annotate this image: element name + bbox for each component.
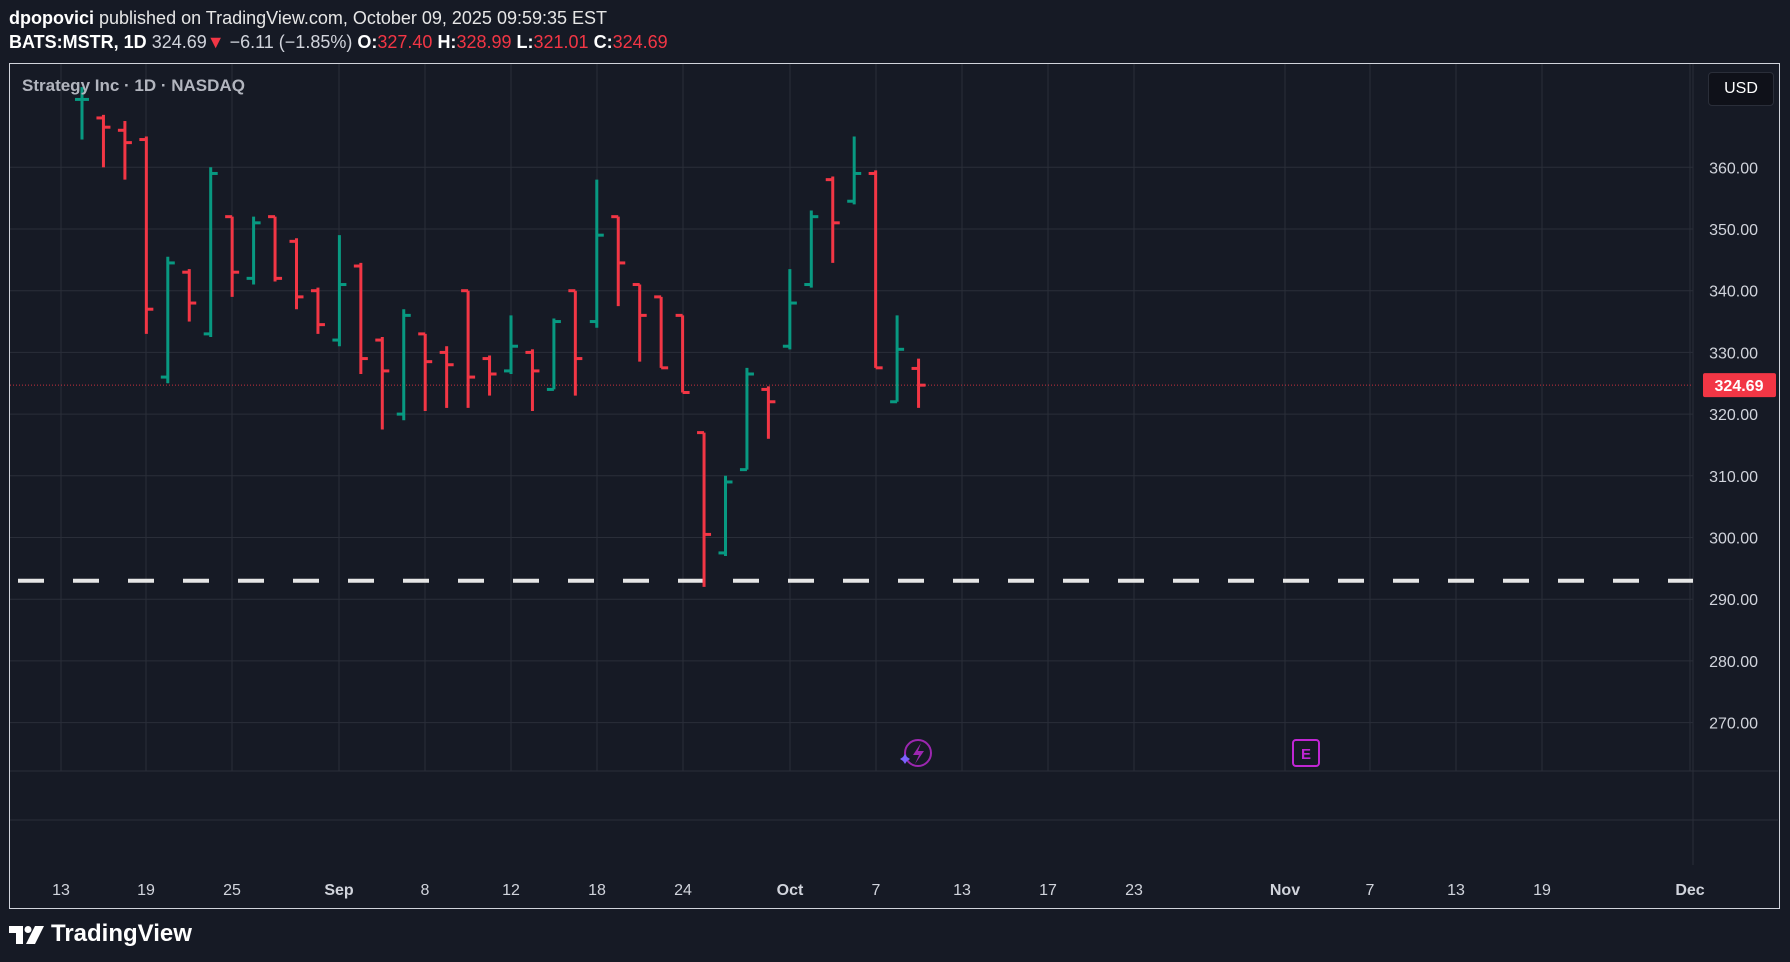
y-tick-label: 270.00 (1709, 716, 1758, 733)
currency-button[interactable]: USD (1708, 72, 1774, 106)
ohlc-bar[interactable] (353, 262, 368, 374)
ohlc-bar[interactable] (182, 269, 197, 322)
ohlc-row: BATS:MSTR, 1D 324.69▼ −6.11 (−1.85%) O:3… (9, 30, 668, 54)
author-name[interactable]: dpopovici (9, 8, 94, 28)
high-label: H: (437, 32, 457, 52)
ohlc-bar[interactable] (911, 358, 926, 408)
ohlc-bar[interactable] (804, 210, 819, 288)
open-label: O: (357, 32, 378, 52)
open-value: 327.40 (377, 32, 433, 52)
published-text: published on TradingView.com, October 09… (99, 8, 608, 28)
ohlc-bar[interactable] (139, 136, 154, 334)
x-tick-label: 24 (674, 882, 692, 899)
x-tick-label: 18 (588, 882, 606, 899)
x-tick-label: Oct (777, 882, 804, 899)
close-value: 324.69 (612, 32, 668, 52)
x-tick-label: 13 (52, 882, 70, 899)
publisher-row: dpopovici published on TradingView.com, … (9, 6, 668, 30)
ohlc-bar[interactable] (310, 287, 325, 334)
x-tick-label: 7 (1366, 882, 1375, 899)
ohlc-bar[interactable] (739, 367, 754, 472)
y-tick-label: 350.00 (1709, 222, 1758, 239)
y-tick-label: 360.00 (1709, 160, 1758, 177)
last-price-tag (1703, 373, 1776, 398)
ohlc-bar[interactable] (268, 215, 283, 282)
ohlc-bar[interactable] (825, 176, 840, 263)
x-tick-label: 23 (1125, 882, 1143, 899)
ohlc-bar[interactable] (160, 256, 175, 384)
x-tick-label: 8 (421, 882, 430, 899)
y-tick-label: 320.00 (1709, 407, 1758, 424)
down-arrow-icon: ▼ (206, 32, 225, 52)
x-tick-label: Nov (1270, 882, 1300, 899)
x-tick-label: 25 (223, 882, 241, 899)
ohlc-bar[interactable] (868, 170, 883, 370)
tradingview-logo[interactable]: TradingView (9, 920, 192, 948)
x-tick-label: 19 (1533, 882, 1551, 899)
x-tick-label: 17 (1039, 882, 1057, 899)
ohlc-bar[interactable] (96, 114, 111, 168)
y-tick-label: 310.00 (1709, 469, 1758, 486)
x-tick-label: 19 (137, 882, 155, 899)
ohlc-bar[interactable] (396, 309, 411, 421)
ohlc-bar[interactable] (697, 431, 712, 587)
y-tick-label: 300.00 (1709, 531, 1758, 548)
ohlc-bar[interactable] (289, 238, 304, 310)
ohlc-bar[interactable] (782, 269, 797, 350)
x-tick-label: 13 (953, 882, 971, 899)
ohlc-series (75, 87, 926, 587)
chart-frame[interactable] (9, 63, 1780, 909)
x-tick-label: 12 (502, 882, 520, 899)
y-tick-label: 290.00 (1709, 592, 1758, 609)
low-value: 321.01 (533, 32, 589, 52)
ohlc-bar[interactable] (332, 235, 347, 347)
y-tick-label: 340.00 (1709, 284, 1758, 301)
ohlc-bar[interactable] (890, 315, 905, 404)
ohlc-bar[interactable] (482, 355, 497, 396)
ohlc-bar[interactable] (847, 136, 862, 205)
last-price-tag-label: 324.69 (1715, 378, 1764, 395)
y-tick-label: 280.00 (1709, 654, 1758, 671)
ohlc-bar[interactable] (632, 283, 647, 362)
ohlc-bar[interactable] (439, 346, 454, 408)
ohlc-bar[interactable] (418, 332, 433, 412)
high-value: 328.99 (456, 32, 512, 52)
ohlc-bar[interactable] (568, 289, 583, 396)
brand-name: TradingView (51, 920, 192, 947)
chart-header: dpopovici published on TradingView.com, … (9, 6, 668, 54)
ohlc-bar[interactable] (203, 167, 218, 337)
ohlc-bar[interactable] (117, 121, 132, 180)
ohlc-bar[interactable] (589, 179, 604, 328)
x-tick-label: 7 (872, 882, 881, 899)
ohlc-bar[interactable] (525, 349, 540, 412)
svg-text:E: E (1301, 746, 1311, 763)
ohlc-bar[interactable] (75, 87, 89, 140)
symbol-label[interactable]: BATS:MSTR, 1D (9, 32, 147, 52)
x-tick-label: 13 (1447, 882, 1465, 899)
tradingview-logo-icon (9, 926, 44, 944)
ohlc-bar[interactable] (546, 318, 561, 391)
ohlc-bar[interactable] (504, 315, 518, 374)
ohlc-bar[interactable] (246, 216, 261, 285)
y-tick-label: 330.00 (1709, 345, 1758, 362)
ohlc-bar[interactable] (675, 313, 690, 395)
close-label: C: (593, 32, 613, 52)
ohlc-bar[interactable] (654, 295, 669, 370)
ohlc-bar[interactable] (375, 336, 390, 430)
ohlc-bar[interactable] (225, 215, 240, 297)
chart-title: Strategy Inc · 1D · NASDAQ (22, 76, 245, 95)
low-label: L: (516, 32, 534, 52)
dividends-event-icon[interactable] (900, 739, 932, 767)
earnings-event-icon[interactable]: E (1292, 739, 1320, 767)
ohlc-bar[interactable] (761, 386, 776, 439)
ohlc-bar[interactable] (611, 215, 626, 307)
ohlc-bar[interactable] (461, 289, 476, 408)
ohlc-bar[interactable] (718, 475, 733, 557)
last-price: 324.69 (151, 32, 207, 52)
x-tick-label: Sep (324, 882, 354, 899)
x-tick-label: Dec (1675, 882, 1704, 899)
price-change: −6.11 (−1.85%) (229, 32, 353, 52)
